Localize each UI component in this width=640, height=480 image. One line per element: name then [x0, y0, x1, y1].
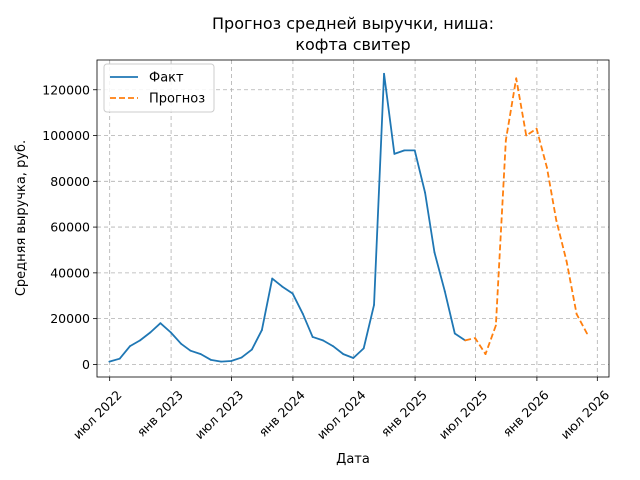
- fact-data-point: [362, 347, 365, 350]
- y-tick-label: 20000: [50, 311, 90, 326]
- legend-label-forecast: Прогноз: [149, 92, 205, 107]
- fact-data-point: [108, 360, 111, 363]
- fact-data-point: [332, 345, 334, 347]
- fact-data-point: [209, 358, 212, 361]
- fact-data-point: [118, 357, 121, 360]
- y-tick-label: 80000: [50, 174, 90, 189]
- fact-data-point: [271, 277, 274, 280]
- fact-data-point: [199, 353, 202, 356]
- y-tick-label: 0: [82, 357, 90, 372]
- legend-label-fact: Факт: [149, 71, 184, 86]
- forecast-data-point: [555, 219, 558, 222]
- fact-data-point: [260, 329, 263, 331]
- forecast-data-point: [494, 324, 497, 327]
- fact-data-point: [443, 290, 446, 293]
- fact-data-point: [403, 149, 406, 152]
- plot-frame: [96, 59, 610, 378]
- fact-data-point: [352, 357, 355, 359]
- fact-data-point: [302, 313, 304, 315]
- x-axis-label: Дата: [336, 452, 370, 467]
- series-layer: [108, 72, 588, 363]
- fact-series-line: [109, 72, 466, 363]
- fact-data-point: [240, 356, 243, 359]
- fact-data-point: [433, 251, 436, 254]
- fact-data-point: [250, 348, 253, 351]
- chart-title-line-2: кофта свитер: [295, 35, 410, 54]
- y-tick-label: 40000: [50, 265, 90, 280]
- fact-data-point: [281, 285, 284, 288]
- y-axis-label: Средняя выручка, руб.: [14, 140, 29, 296]
- forecast-data-point: [504, 139, 507, 142]
- forecast-data-point: [525, 134, 528, 137]
- fact-data-point: [342, 353, 345, 356]
- forecast-data-point: [464, 339, 467, 342]
- fact-data-point: [311, 336, 314, 338]
- fact-data-point: [139, 339, 141, 342]
- fact-data-point: [383, 72, 385, 75]
- forecast-data-point: [586, 332, 588, 335]
- forecast-data-point: [575, 313, 578, 315]
- chart-title-line-1: Прогноз средней выручки, ниша:: [212, 14, 494, 33]
- forecast-data-point: [546, 166, 548, 169]
- y-tick-label: 120000: [42, 82, 90, 97]
- fact-data-point: [189, 349, 192, 352]
- fact-data-point: [322, 339, 324, 342]
- legend-box: [103, 63, 215, 113]
- y-axis-ticks: 0 20000 40000 60000 80000 100000 120000: [42, 82, 97, 372]
- fact-data-point: [413, 149, 416, 152]
- forecast-data-point: [565, 260, 568, 263]
- fact-data-point: [180, 342, 183, 345]
- forecast-data-point: [515, 77, 518, 80]
- fact-data-point: [169, 331, 172, 334]
- forecast-data-point: [484, 353, 487, 356]
- fact-data-point: [373, 304, 375, 306]
- legend: Факт Прогноз: [103, 63, 215, 113]
- forecast-data-point: [474, 337, 477, 339]
- fact-data-point: [159, 322, 162, 325]
- fact-data-point: [220, 360, 223, 363]
- fact-data-point: [149, 331, 152, 334]
- fact-data-point: [453, 332, 456, 335]
- y-tick-label: 60000: [50, 220, 90, 235]
- fact-data-point: [424, 191, 426, 194]
- fact-data-point: [393, 152, 396, 155]
- fact-data-point: [291, 292, 294, 295]
- fact-data-point: [129, 345, 131, 347]
- y-tick-label: 100000: [42, 128, 90, 143]
- fact-data-point: [230, 360, 233, 362]
- forecast-data-point: [535, 127, 538, 130]
